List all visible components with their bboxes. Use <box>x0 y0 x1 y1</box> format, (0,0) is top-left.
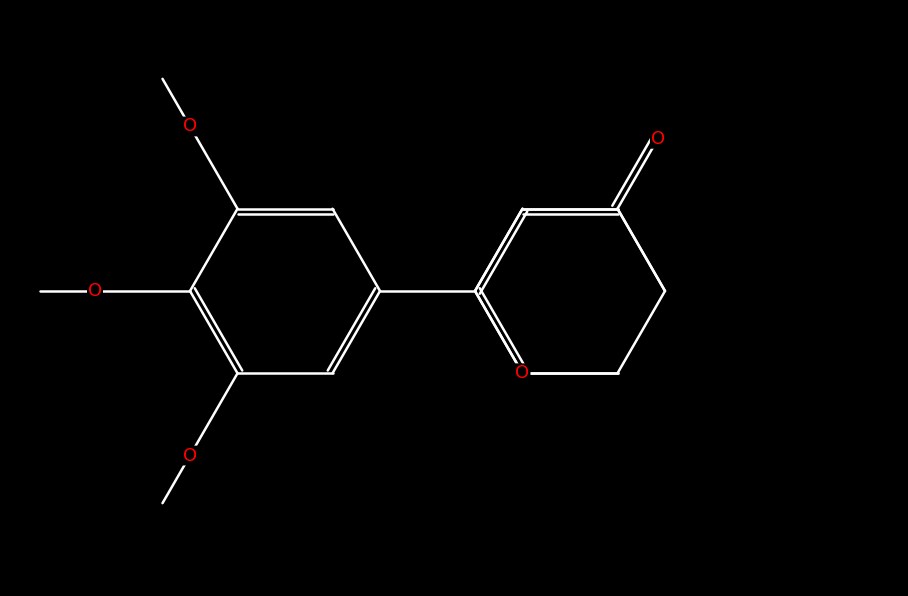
Text: O: O <box>88 282 102 300</box>
Text: O: O <box>183 446 197 464</box>
Text: O: O <box>183 117 197 135</box>
Text: O: O <box>516 364 529 382</box>
Text: O: O <box>651 130 665 148</box>
